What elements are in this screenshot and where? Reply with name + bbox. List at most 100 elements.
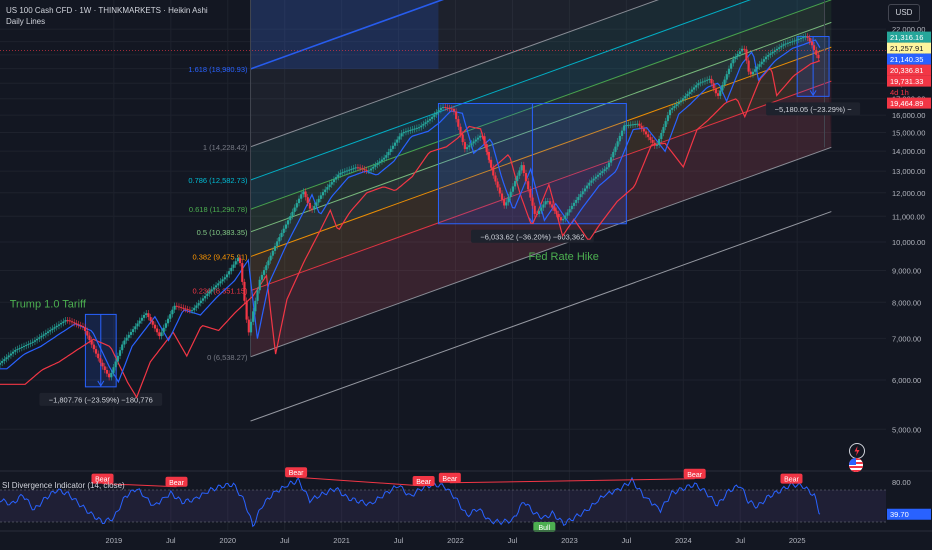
us-flag-icon[interactable]: [849, 458, 863, 472]
candle: [186, 309, 189, 311]
candle: [806, 36, 809, 38]
candle: [684, 96, 687, 99]
candle: [57, 324, 61, 326]
time-tick-label: 2024: [675, 536, 692, 545]
fib-line: [250, 146, 832, 358]
candle: [732, 59, 735, 64]
candle: [138, 320, 141, 324]
candle: [675, 104, 678, 107]
candle: [437, 110, 440, 113]
candle: [367, 170, 370, 172]
price-label: 19,464.89: [890, 99, 923, 108]
candle: [184, 308, 187, 310]
candle: [217, 283, 220, 286]
candle: [721, 85, 724, 91]
price-tick-label: 10,000.00: [892, 238, 925, 247]
candle: [262, 270, 266, 275]
candle: [77, 324, 80, 326]
candle: [463, 142, 466, 150]
candle: [330, 182, 333, 185]
time-axis: 2019 Jul 2020 Jul 2021 Jul 2022 Jul 2023 Jul 2024 J…: [0, 530, 932, 545]
currency-button[interactable]: USD: [888, 4, 920, 22]
candle: [708, 78, 711, 80]
candle: [459, 126, 462, 135]
candle: [289, 216, 292, 221]
candle: [474, 139, 477, 142]
candle: [304, 191, 307, 198]
candle: [690, 89, 693, 92]
measure-label-bg: [470, 229, 594, 243]
candle: [679, 100, 683, 103]
price-label-bg: [887, 42, 931, 54]
candle: [252, 311, 255, 322]
candle: [448, 107, 451, 109]
candle: [470, 143, 473, 146]
candle: [642, 128, 645, 132]
candle: [607, 162, 611, 168]
candle: [51, 328, 54, 331]
candle: [337, 174, 340, 178]
measure-label: −6,033.62 (−36.20%) −603,362: [480, 232, 584, 241]
candle: [134, 326, 137, 330]
candle: [603, 169, 606, 172]
candle: [393, 142, 397, 146]
candle: [522, 165, 525, 174]
candle: [293, 207, 296, 212]
candle: [666, 115, 669, 122]
candle: [808, 37, 811, 42]
candle: [245, 300, 248, 320]
candle: [153, 324, 157, 329]
candle: [241, 263, 244, 282]
divergence-line: [296, 476, 424, 487]
candle: [180, 307, 183, 309]
candle: [775, 48, 779, 51]
candle: [441, 107, 445, 109]
candle: [586, 185, 589, 189]
candle: [450, 108, 453, 110]
candle: [769, 53, 772, 55]
candle: [376, 163, 379, 165]
candle: [671, 107, 674, 110]
candle: [743, 48, 746, 50]
candle: [212, 287, 215, 290]
candle: [518, 170, 521, 176]
candle: [62, 321, 65, 323]
candle: [627, 124, 630, 126]
lightning-icon[interactable]: [849, 443, 865, 459]
rsi-band: [0, 490, 886, 522]
candle: [655, 144, 659, 146]
candle: [86, 330, 89, 336]
candle: [311, 208, 314, 210]
candle: [356, 167, 360, 169]
candle: [197, 303, 200, 306]
candle: [374, 164, 377, 167]
fib-line: [250, 0, 832, 210]
candle: [49, 330, 52, 332]
price-tick-label: 13,000.00: [892, 167, 925, 176]
candle: [0, 362, 2, 365]
candle: [588, 182, 591, 186]
time-tick-label: 2023: [561, 536, 578, 545]
candle: [489, 159, 493, 168]
candle: [156, 328, 159, 333]
candle: [780, 45, 783, 48]
candle: [520, 165, 523, 171]
candle: [736, 53, 739, 57]
ma-red-line: [0, 60, 821, 399]
candle: [513, 181, 517, 187]
candle: [420, 125, 423, 128]
candle: [435, 112, 438, 115]
candle: [391, 145, 394, 149]
price-label-bg: [887, 31, 931, 43]
divergence-tag-bg: [438, 472, 461, 483]
candle: [343, 171, 346, 173]
candle: [321, 192, 325, 196]
candle: [446, 107, 449, 109]
candle: [688, 91, 691, 94]
candle: [799, 38, 803, 40]
candle: [36, 338, 39, 341]
fib-level-label: 0.236 (8,351.15): [192, 287, 248, 296]
candle: [712, 83, 715, 89]
candle: [116, 355, 119, 362]
